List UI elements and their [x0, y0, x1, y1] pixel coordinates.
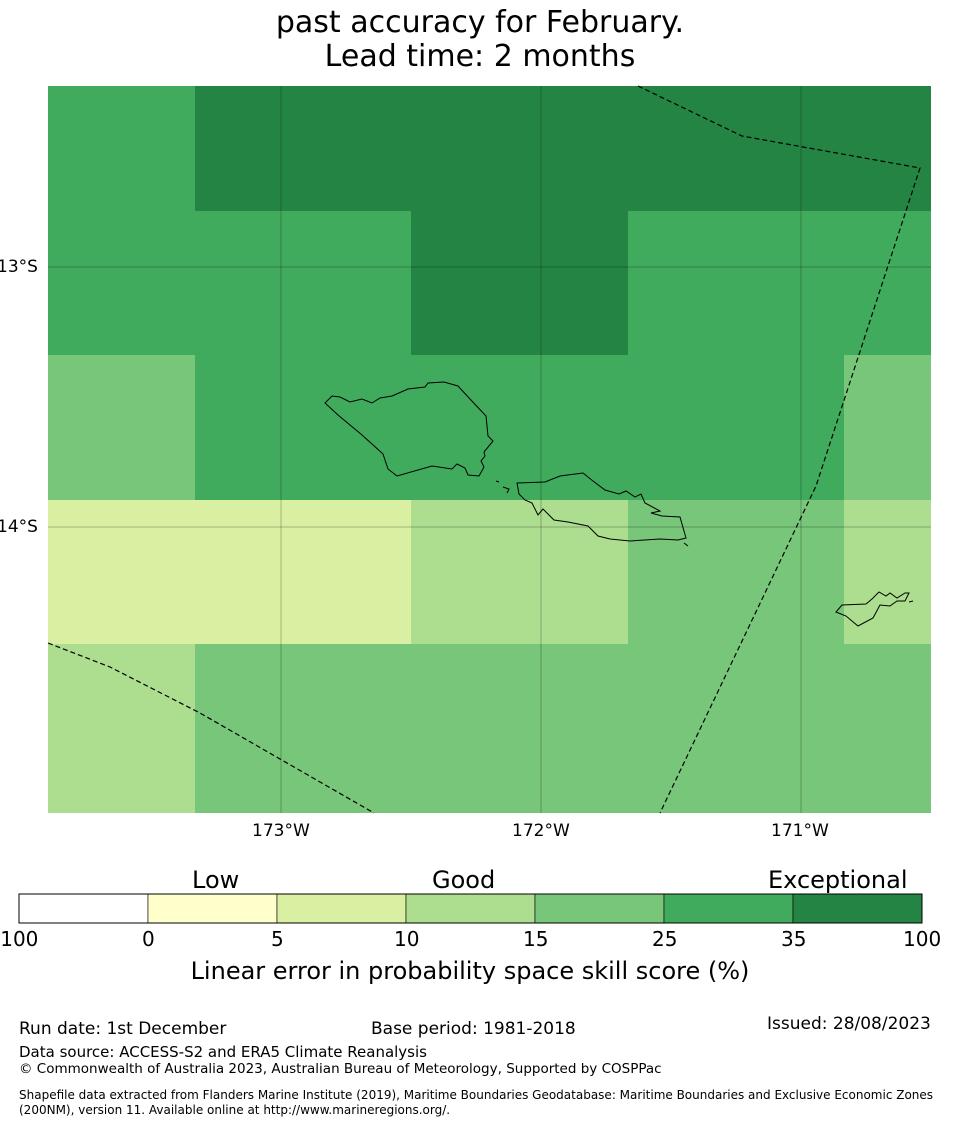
skill-cell-r3-c3 [628, 500, 844, 644]
skill-cell-r3-c1 [195, 500, 411, 644]
lon-label-172w: 172°W [512, 821, 570, 841]
coastlines [324, 381, 914, 627]
category-low: Low [192, 866, 240, 894]
lat-label-13s: 13°S [0, 257, 38, 277]
colorbar-tick-minus100: -100 [0, 927, 39, 951]
skill-map [47, 85, 931, 814]
skill-cell-r2-c1 [195, 355, 411, 500]
base-period: Base period: 1981-2018 [371, 1019, 576, 1039]
skill-cell-r2-c4 [844, 355, 931, 500]
skill-cell-r4-c1 [195, 644, 411, 813]
colorbar-segments [18, 893, 923, 924]
manono-islet [502, 486, 510, 494]
skill-cell-r2-c3 [628, 355, 844, 500]
skill-cell-r0-c0 [48, 86, 195, 211]
colorbar-segment-6 [792, 893, 923, 924]
map-title-line-2: Lead time: 2 months [324, 39, 636, 74]
lon-label-171w: 171°W [771, 821, 829, 841]
lat-label-14s: 14°S [0, 517, 38, 537]
colorbar-tick-35: 35 [781, 927, 807, 951]
skill-cell-r3-c4 [844, 500, 931, 644]
skill-cell-r0-c1 [195, 86, 411, 211]
category-good: Good [432, 866, 496, 894]
colorbar-segment-0 [18, 893, 149, 924]
skill-cell-r0-c3 [628, 86, 844, 211]
upolu-island [516, 472, 687, 542]
savaii-island [324, 381, 494, 477]
colorbar-segment-2 [276, 893, 407, 924]
graticule [48, 86, 931, 813]
skill-cell-r2-c0 [48, 355, 195, 500]
skill-cell-r4-c4 [844, 644, 931, 813]
run-date: Run date: 1st December [19, 1019, 227, 1039]
colorbar-segment-1 [147, 893, 278, 924]
colorbar-tick-25: 25 [652, 927, 678, 951]
upolu-tail [683, 542, 689, 547]
shapefile-credit-line-2: (200NM), version 11. Available online at… [19, 1103, 451, 1117]
apolima-islet [495, 480, 500, 483]
colorbar-tick-10: 10 [394, 927, 420, 951]
tutuila-island [835, 591, 910, 627]
lon-label-173w: 173°W [252, 821, 310, 841]
skill-cell-r3-c2 [411, 500, 628, 644]
colorbar-tick-15: 15 [523, 927, 549, 951]
skill-cell-r4-c2 [411, 644, 628, 813]
colorbar-segment-5 [663, 893, 794, 924]
skill-cell-r4-c0 [48, 644, 195, 813]
colorbar-outline [18, 893, 923, 924]
skill-cell-r1-c1 [195, 211, 411, 355]
skill-cell-r0-c2 [411, 86, 628, 211]
colorbar [18, 893, 923, 924]
skill-cell-r1-c2 [411, 211, 628, 355]
skill-cell-r0-c4 [844, 86, 931, 211]
aunuu-islet [908, 600, 914, 603]
issued-date: Issued: 28/08/2023 [767, 1014, 931, 1034]
category-exceptional: Exceptional [768, 866, 908, 894]
skill-cell-r2-c2 [411, 355, 628, 500]
copyright-notice: © Commonwealth of Australia 2023, Austra… [19, 1061, 662, 1077]
colorbar-tick-100: 100 [903, 927, 942, 951]
map-title-line-1: past accuracy for February. [275, 5, 685, 40]
colorbar-segment-3 [405, 893, 536, 924]
colorbar-label: Linear error in probability space skill … [190, 957, 750, 985]
eez-boundary-north [637, 85, 921, 814]
eez-boundary [47, 85, 921, 814]
colorbar-segment-4 [534, 893, 665, 924]
shapefile-credit-line-1: Shapefile data extracted from Flanders M… [19, 1088, 934, 1102]
data-source: Data source: ACCESS-S2 and ERA5 Climate … [19, 1043, 427, 1061]
colorbar-tick-5: 5 [271, 927, 284, 951]
skill-cell-r4-c3 [628, 644, 844, 813]
colorbar-tick-0: 0 [142, 927, 155, 951]
skill-cell-r1-c3 [628, 211, 844, 355]
skill-grid [48, 86, 931, 813]
eez-boundary-southwest [47, 642, 375, 814]
skill-cell-r1-c4 [844, 211, 931, 355]
skill-cell-r3-c0 [48, 500, 195, 644]
skill-cell-r1-c0 [48, 211, 195, 355]
